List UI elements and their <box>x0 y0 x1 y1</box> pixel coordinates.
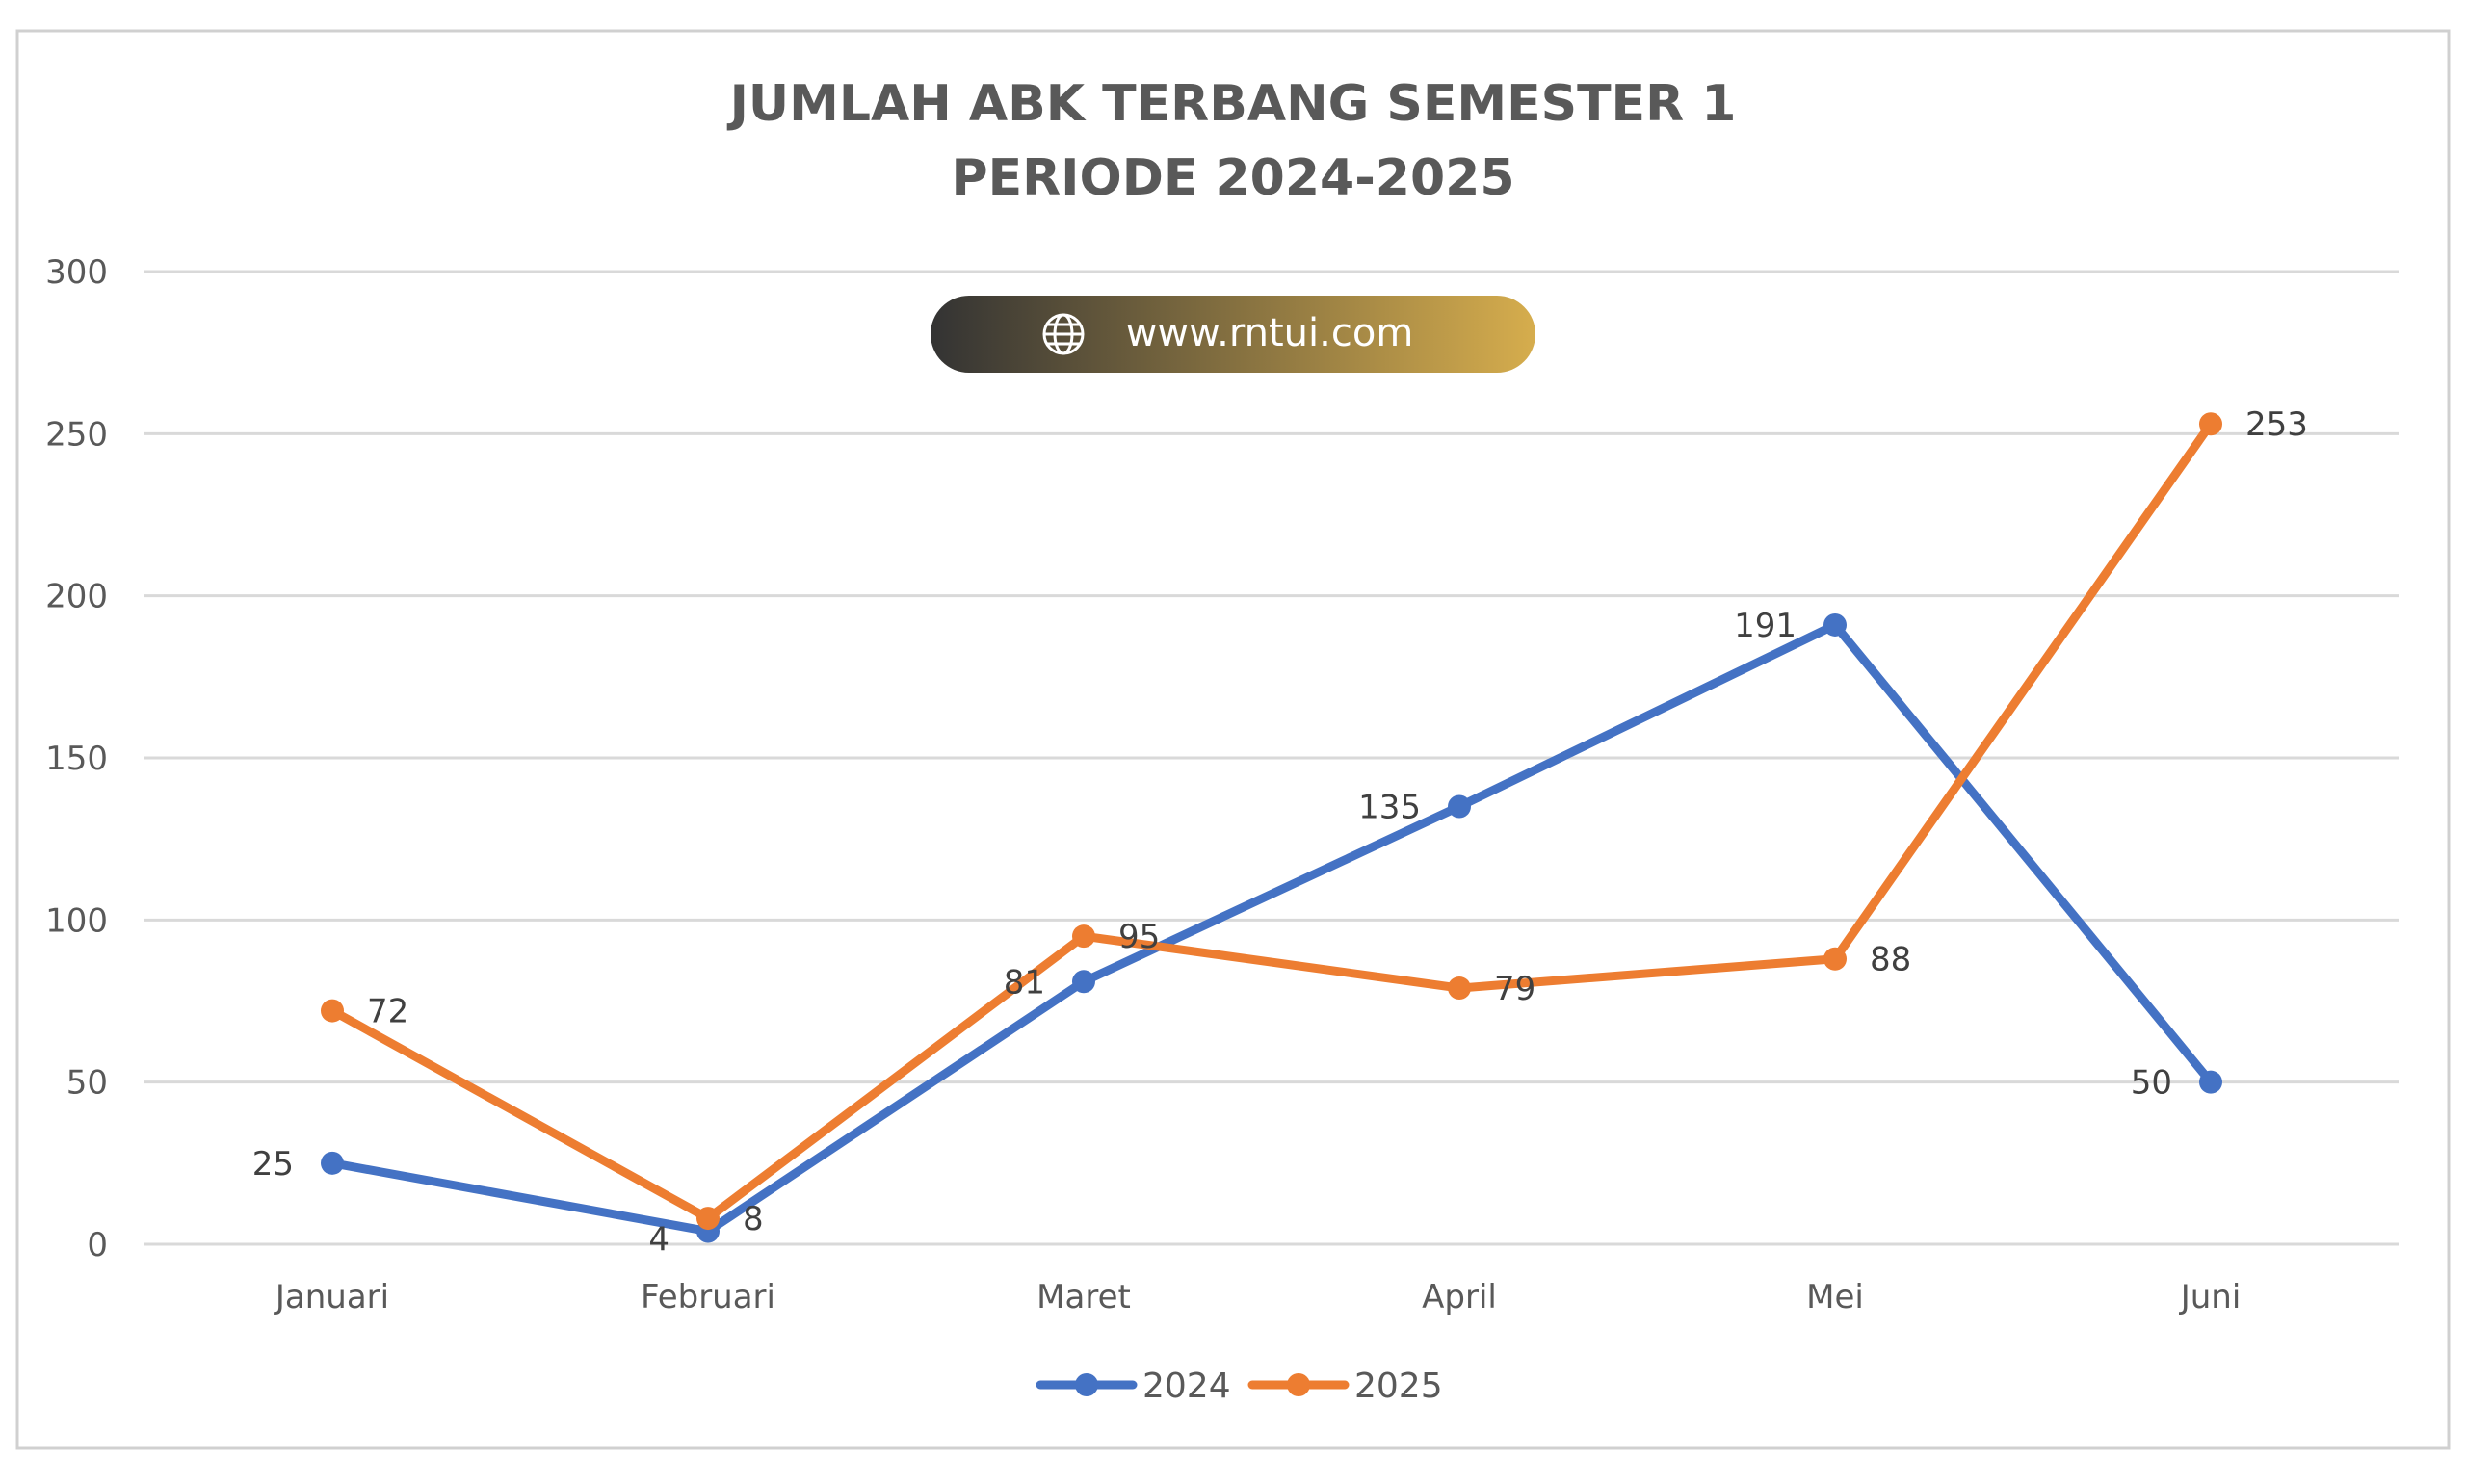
data-label-2025: 95 <box>1118 918 1160 956</box>
x-tick-label: Januari <box>274 1278 389 1316</box>
data-point-2024 <box>321 1151 344 1175</box>
data-point-2025 <box>696 1207 720 1231</box>
data-label-2024: 81 <box>1004 963 1045 1002</box>
chart-frame <box>15 29 2451 1450</box>
data-point-2025 <box>1448 976 1471 1001</box>
data-point-2024 <box>1448 794 1471 819</box>
x-axis-ticks: Januari Februari Maret April Mei Juni <box>274 1278 2241 1316</box>
legend: 2024 2025 <box>1036 1367 1443 1406</box>
y-tick-label: 100 <box>45 901 108 940</box>
x-tick-label: April <box>1422 1278 1497 1316</box>
y-tick-label: 0 <box>87 1226 108 1264</box>
data-point-2024 <box>1072 970 1095 994</box>
chart-title-line-2: PERIODE 2024-2025 <box>951 149 1514 207</box>
y-tick-label: 300 <box>45 253 108 292</box>
data-point-2024 <box>1823 612 1847 637</box>
data-label-2024: 135 <box>1358 789 1421 827</box>
grid-lines <box>144 270 2399 1246</box>
data-label-2025: 88 <box>1870 941 1911 979</box>
x-tick-label: Maret <box>1036 1278 1131 1316</box>
legend-marker-2025 <box>1287 1373 1310 1396</box>
series-group <box>321 412 2222 1243</box>
legend-label: 2025 <box>1354 1367 1443 1406</box>
data-point-2024 <box>2199 1070 2222 1094</box>
y-tick-label: 250 <box>45 415 108 454</box>
legend-item-2025: 2025 <box>1247 1367 1443 1406</box>
data-labels: 25 4 81 135 191 50 72 8 95 79 88 253 <box>252 405 2308 1259</box>
y-tick-label: 150 <box>45 740 108 778</box>
data-label-2024: 191 <box>1734 607 1797 645</box>
series-line-2024 <box>328 620 2216 1237</box>
x-tick-label: Mei <box>1806 1278 1864 1316</box>
data-label-2025: 79 <box>1494 970 1535 1008</box>
legend-item-2024: 2024 <box>1036 1367 1231 1406</box>
x-tick-label: Februari <box>641 1278 775 1316</box>
data-label-2025: 72 <box>367 993 408 1031</box>
globe-icon <box>1042 313 1085 355</box>
chart-title-line-1: JUMLAH ABK TERBANG SEMESTER 1 <box>727 75 1737 133</box>
legend-label: 2024 <box>1142 1367 1231 1406</box>
data-label-2025: 253 <box>2245 405 2308 444</box>
y-tick-label: 50 <box>66 1064 108 1103</box>
legend-marker-2024 <box>1075 1373 1098 1396</box>
data-label-2024: 4 <box>648 1221 669 1260</box>
data-label-2025: 8 <box>743 1200 764 1238</box>
y-tick-label: 200 <box>45 578 108 616</box>
data-point-2025 <box>1823 947 1847 971</box>
data-point-2025 <box>1072 924 1095 949</box>
watermark-badge: www.rntui.com <box>931 296 1535 373</box>
x-tick-label: Juni <box>2179 1278 2242 1316</box>
data-point-2025 <box>2199 412 2222 436</box>
watermark-text: www.rntui.com <box>1126 311 1414 355</box>
data-point-2025 <box>321 999 344 1023</box>
data-label-2024: 50 <box>2131 1064 2172 1103</box>
series-line-2025 <box>328 419 2216 1223</box>
y-axis-ticks: 0 50 100 150 200 250 300 <box>45 253 108 1264</box>
data-label-2024: 25 <box>252 1145 294 1184</box>
